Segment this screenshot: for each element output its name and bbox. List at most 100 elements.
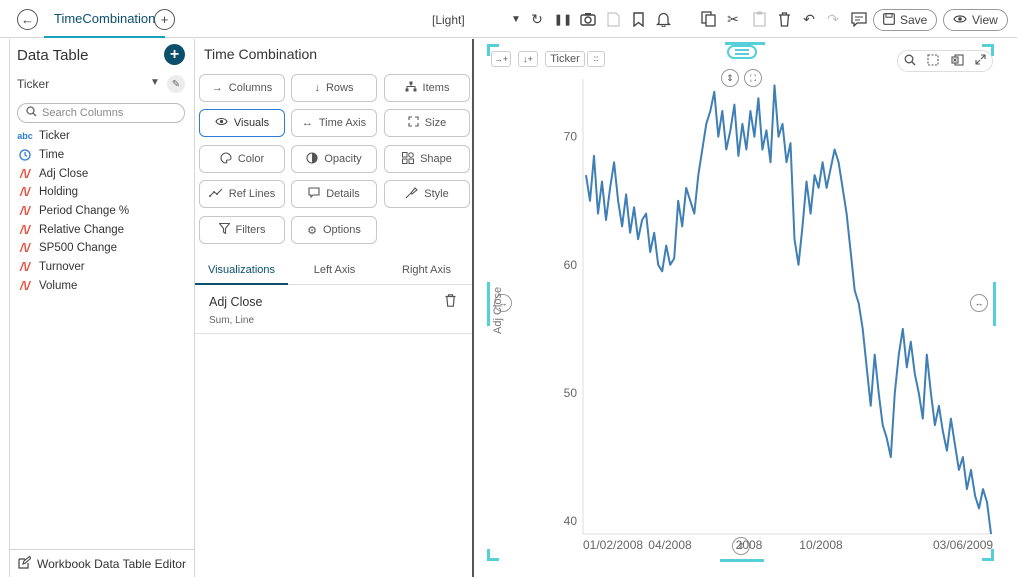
opacity-button[interactable]: Opacity <box>291 145 377 173</box>
items-button[interactable]: Items <box>384 74 470 102</box>
view-button[interactable]: View <box>943 9 1008 31</box>
ticker-select[interactable]: Ticker <box>17 77 50 91</box>
column-item[interactable]: /\/ Period Change % <box>17 202 192 221</box>
bell-icon[interactable] <box>654 10 672 28</box>
button-label: Visuals <box>233 117 270 129</box>
column-item[interactable]: /\/ Adj Close <box>17 164 192 183</box>
clock-icon <box>17 149 33 161</box>
left-resize-handle[interactable] <box>487 282 490 326</box>
color-button[interactable]: Color <box>199 145 285 173</box>
copy-icon[interactable] <box>699 10 717 28</box>
column-item[interactable]: /\/ Relative Change <box>17 220 192 239</box>
trash-icon[interactable] <box>775 10 793 28</box>
y-axis: 40 50 60 70 <box>564 79 584 534</box>
time-series-chart[interactable]: 40 50 60 70 01/02/2008 04/2008 2008 10/2008 03/… <box>476 39 1017 577</box>
visuals-button[interactable]: Visuals <box>199 109 285 137</box>
add-column-axis-button[interactable]: →+ <box>491 51 511 67</box>
top-toolbar: ← TimeCombination + [Light] ▼ ↻ ❚❚ ✂ ↶ ↷… <box>0 0 1017 38</box>
numeric-icon: /\/ <box>19 222 30 237</box>
top-resize-handle[interactable] <box>725 42 765 45</box>
collapse-vertical-button[interactable]: ⇕ <box>721 69 739 87</box>
search-icon[interactable] <box>904 54 916 69</box>
size-button[interactable]: Size <box>384 109 470 137</box>
data-table-panel: Data Table + Ticker ▼ ✎ abc Ticker Time … <box>9 39 195 577</box>
maximize-icon[interactable] <box>975 54 986 68</box>
button-label: Size <box>424 117 447 129</box>
column-label: Volume <box>39 279 78 292</box>
button-label: Shape <box>420 153 452 165</box>
button-label: Options <box>322 224 361 236</box>
trash-icon[interactable] <box>445 294 456 310</box>
column-item[interactable]: /\/ Turnover <box>17 258 192 277</box>
expand-button[interactable]: ⛶ <box>744 69 762 87</box>
bottom-vertical-handle[interactable]: ⇕ <box>732 537 750 555</box>
ref-lines-button[interactable]: Ref Lines <box>199 180 285 208</box>
comment-icon[interactable] <box>850 10 868 28</box>
numeric-icon: /\/ <box>19 241 30 256</box>
corner-bracket <box>982 44 994 56</box>
column-item[interactable]: abc Ticker <box>17 127 192 146</box>
search-columns-box[interactable] <box>17 103 185 123</box>
marquee-select-icon[interactable] <box>927 53 939 69</box>
plus-icon: + <box>160 12 169 27</box>
theme-dropdown-icon[interactable]: ▼ <box>511 13 521 25</box>
arrow-down-icon: ↓ <box>314 82 320 94</box>
column-item[interactable]: /\/ Volume <box>17 277 192 296</box>
button-label: Items <box>422 82 450 94</box>
workbook-data-table-editor-link[interactable]: Workbook Data Table Editor <box>10 549 195 577</box>
redo-icon: ↷ <box>827 10 839 27</box>
abc-text-icon: abc <box>17 131 33 142</box>
details-button[interactable]: Details <box>291 180 377 208</box>
tab-left-axis[interactable]: Left Axis <box>313 264 356 276</box>
cut-icon[interactable]: ✂ <box>727 10 739 27</box>
undo-icon[interactable]: ↶ <box>803 10 815 27</box>
bottom-resize-handle[interactable] <box>720 559 764 562</box>
column-list: abc Ticker Time /\/ Adj Close /\/ Holdin… <box>17 127 192 295</box>
back-button[interactable]: ← <box>17 9 38 30</box>
button-label: Details <box>326 188 360 200</box>
button-label: Opacity <box>324 153 362 165</box>
numeric-icon: /\/ <box>19 185 30 200</box>
tab-visualizations[interactable]: Visualizations <box>195 263 288 285</box>
drag-handle[interactable] <box>727 45 757 59</box>
refresh-icon[interactable]: ↻ <box>531 10 543 27</box>
add-column-button[interactable]: + <box>164 44 185 65</box>
column-item[interactable]: /\/ SP500 Change <box>17 239 192 258</box>
add-row-axis-button[interactable]: ↓+ <box>518 51 538 67</box>
visualization-name: Adj Close <box>209 295 263 309</box>
horizontal-arrows-icon: ↔ <box>301 117 313 129</box>
scatter-icon-button[interactable]: ∶∶ <box>587 51 605 67</box>
filter-icon <box>217 222 231 237</box>
shape-button[interactable]: Shape <box>384 145 470 173</box>
filters-button[interactable]: Filters <box>199 216 285 244</box>
options-button[interactable]: ⚙ Options <box>291 216 377 244</box>
columns-button[interactable]: → Columns <box>199 74 285 102</box>
left-horizontal-handle[interactable]: ↔ <box>494 294 512 312</box>
column-item[interactable]: Time <box>17 146 192 165</box>
time-axis-button[interactable]: ↔ Time Axis <box>291 109 377 137</box>
save-button[interactable]: Save <box>873 9 938 31</box>
column-item[interactable]: /\/ Holding <box>17 183 192 202</box>
pause-icon[interactable]: ❚❚ <box>553 13 573 26</box>
snapshot-icon[interactable] <box>579 10 597 28</box>
caret-down-icon[interactable]: ▼ <box>150 77 160 88</box>
export-excel-icon[interactable] <box>951 53 964 69</box>
rows-button[interactable]: ↓ Rows <box>291 74 377 102</box>
theme-label: [Light] <box>432 13 465 27</box>
column-label: Holding <box>39 186 78 199</box>
add-tab-button[interactable]: + <box>154 9 175 30</box>
search-icon <box>26 106 37 120</box>
right-horizontal-handle[interactable]: ↔ <box>970 294 988 312</box>
visualization-item[interactable]: Adj Close Sum, Line <box>195 286 472 334</box>
right-resize-handle[interactable] <box>993 282 996 326</box>
arrow-right-icon: → <box>211 82 223 94</box>
search-input[interactable] <box>42 107 172 119</box>
workbook-tab[interactable]: TimeCombination <box>44 10 166 38</box>
arrow-down-plus-icon: ↓+ <box>523 54 533 64</box>
tab-right-axis[interactable]: Right Axis <box>402 264 451 276</box>
edit-ticker-button[interactable]: ✎ <box>167 75 185 93</box>
ticker-button[interactable]: Ticker <box>545 51 585 67</box>
corner-bracket <box>982 549 994 561</box>
style-button[interactable]: Style <box>384 180 470 208</box>
bookmark-icon[interactable] <box>629 10 647 28</box>
